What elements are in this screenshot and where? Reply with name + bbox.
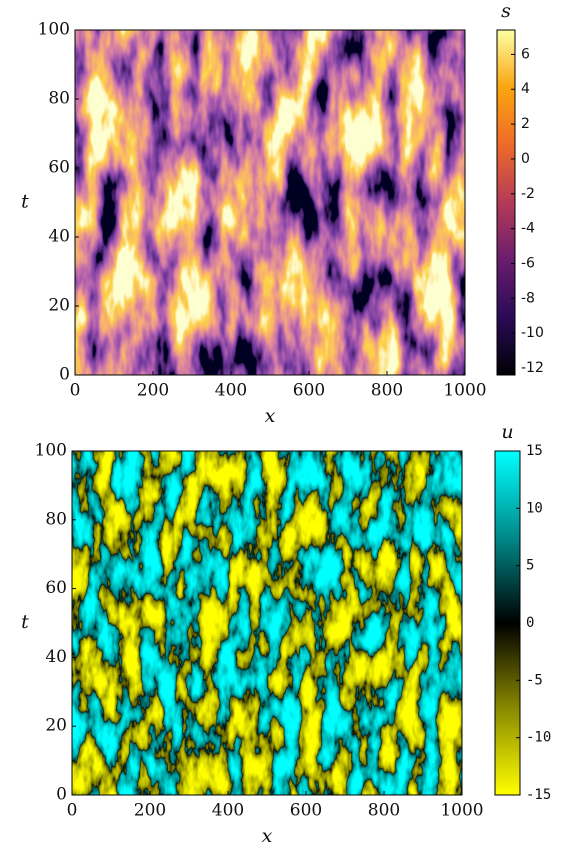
colorbar-tick-label: -8 [521, 290, 535, 306]
x-tick-label: 800 [371, 381, 403, 401]
colorbar-tick-label: -6 [521, 255, 535, 271]
x-axis-label: x [262, 825, 273, 847]
colorbar-tick-label: -15 [526, 787, 551, 803]
y-tick-label: 20 [45, 716, 67, 736]
x-tick-label: 200 [137, 381, 169, 401]
x-tick-label: 0 [67, 801, 78, 821]
y-tick-label: 60 [45, 578, 67, 598]
x-axis-label: x [265, 405, 276, 427]
colorbar-label: s [501, 0, 511, 22]
colorbar-tick-label: 5 [526, 558, 534, 574]
colorbar-tick-label: 15 [526, 443, 543, 459]
x-tick-label: 400 [212, 801, 244, 821]
x-tick-label: 1000 [443, 381, 486, 401]
colorbar-tick-label: 0 [526, 615, 534, 631]
colorbar-tick-label: 6 [521, 46, 530, 62]
colorbar-tick-label: 10 [526, 500, 543, 516]
colorbar-tick-label: 0 [521, 151, 530, 167]
y-tick-label: 0 [56, 785, 67, 805]
colorbar-tick-label: -5 [526, 672, 543, 688]
y-tick-label: 40 [45, 647, 67, 667]
y-tick-label: 40 [48, 227, 70, 247]
colorbar-tick-label: -4 [521, 221, 535, 237]
x-tick-label: 400 [215, 381, 247, 401]
colorbar-tick-label: -2 [521, 186, 535, 202]
y-tick-label: 100 [38, 20, 70, 40]
x-tick-label: 0 [70, 381, 81, 401]
y-axis-label: t [21, 191, 29, 213]
colorbar-tick-label: -10 [521, 325, 544, 341]
y-tick-label: 20 [48, 296, 70, 316]
x-tick-label: 600 [290, 801, 322, 821]
x-tick-label: 200 [134, 801, 166, 821]
plot-frame [74, 29, 466, 376]
y-tick-label: 100 [35, 441, 67, 461]
colorbar-tick-label: 2 [521, 116, 530, 132]
x-tick-label: 800 [368, 801, 400, 821]
colorbar [496, 29, 516, 376]
colorbar-tick-label: 4 [521, 81, 530, 97]
x-tick-label: 600 [293, 381, 325, 401]
plot-frame [71, 450, 463, 796]
colorbar-tick-label: -10 [526, 730, 551, 746]
colorbar [494, 450, 521, 796]
colorbar-tick-label: -12 [521, 360, 544, 376]
y-tick-label: 80 [48, 89, 70, 109]
y-tick-label: 80 [45, 509, 67, 529]
y-tick-label: 0 [59, 365, 70, 385]
heatmap-image [75, 30, 465, 375]
colorbar-label: u [501, 421, 513, 443]
y-tick-label: 60 [48, 158, 70, 178]
heatmap-image [72, 451, 462, 795]
y-axis-label: t [21, 611, 29, 633]
x-tick-label: 1000 [440, 801, 483, 821]
